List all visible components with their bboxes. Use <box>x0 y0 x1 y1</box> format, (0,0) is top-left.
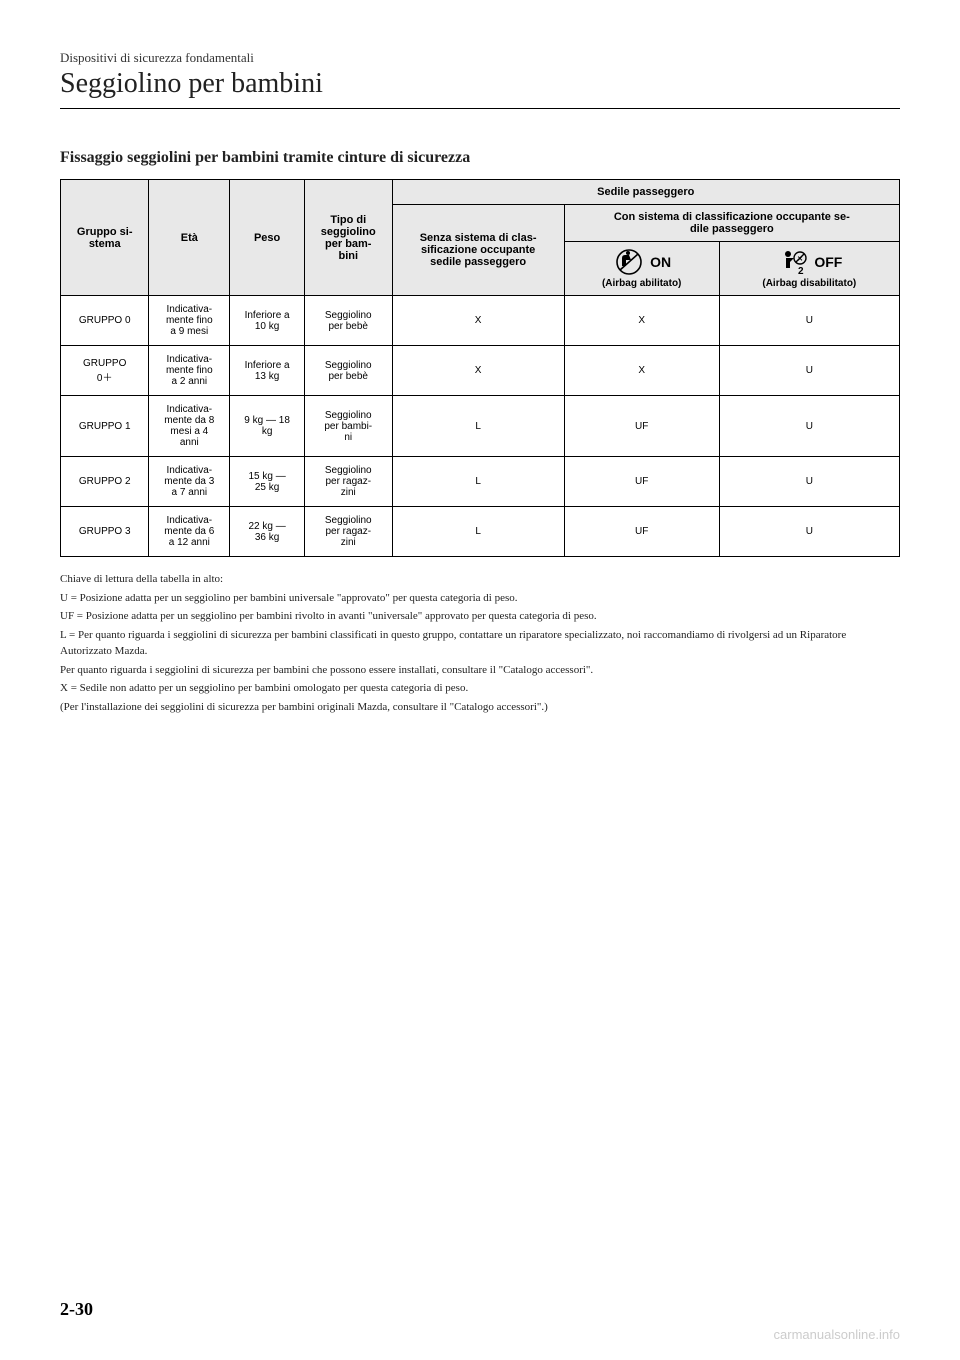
airbag-off-icon: ✕ 2 <box>776 248 810 276</box>
legend-uf: UF = Posizione adatta per un seggiolino … <box>60 608 900 625</box>
airbag-off-label: (Airbag disabilitato) <box>762 278 856 289</box>
cell-group: GRUPPO 3 <box>61 507 149 557</box>
th-with-class: Con sistema di classificazione occupante… <box>564 205 899 242</box>
table-row: GRUPPO 0Indicativa- mente fino a 9 mesiI… <box>61 296 900 346</box>
cell-seatType: Seggiolino per ragaz- zini <box>304 507 392 557</box>
table-legend: Chiave di lettura della tabella in alto:… <box>60 571 900 715</box>
category-label: Dispositivi di sicurezza fondamentali <box>60 50 900 66</box>
table-row: GRUPPO 1Indicativa- mente da 8 mesi a 4 … <box>61 396 900 457</box>
cell-group: GRUPPO 0＋ <box>61 346 149 396</box>
watermark: carmanualsonline.info <box>774 1327 900 1342</box>
cell-age: Indicativa- mente fino a 2 anni <box>149 346 230 396</box>
seat-compatibility-table: Gruppo si- stema Età Peso Tipo di seggio… <box>60 179 900 557</box>
cell-noClass: L <box>392 507 564 557</box>
page-title: Seggiolino per bambini <box>60 68 900 100</box>
page-number: 2-30 <box>60 1299 93 1320</box>
th-weight: Peso <box>230 180 305 296</box>
cell-age: Indicativa- mente da 3 a 7 anni <box>149 457 230 507</box>
th-airbag-off: ✕ 2 OFF (Airbag disabilitato) <box>719 242 899 296</box>
header-divider <box>60 108 900 109</box>
legend-u: U = Posizione adatta per un seggiolino p… <box>60 590 900 607</box>
cell-weight: Inferiore a 10 kg <box>230 296 305 346</box>
cell-seatType: Seggiolino per bambi- ni <box>304 396 392 457</box>
th-no-class: Senza sistema di clas- sificazione occup… <box>392 205 564 296</box>
page-header: Dispositivi di sicurezza fondamentali Se… <box>60 50 900 100</box>
th-passenger-seat: Sedile passeggero <box>392 180 899 205</box>
cell-on: UF <box>564 396 719 457</box>
cell-weight: 9 kg — 18 kg <box>230 396 305 457</box>
cell-off: U <box>719 296 899 346</box>
off-label: OFF <box>814 254 842 270</box>
cell-noClass: L <box>392 457 564 507</box>
cell-age: Indicativa- mente da 6 a 12 anni <box>149 507 230 557</box>
legend-l1: L = Per quanto riguarda i seggiolini di … <box>60 627 900 660</box>
table-row: GRUPPO 2Indicativa- mente da 3 a 7 anni1… <box>61 457 900 507</box>
cell-off: U <box>719 396 899 457</box>
cell-group: GRUPPO 2 <box>61 457 149 507</box>
cell-group: GRUPPO 0 <box>61 296 149 346</box>
cell-weight: 22 kg — 36 kg <box>230 507 305 557</box>
th-seat-type: Tipo di seggiolino per bam- bini <box>304 180 392 296</box>
cell-off: U <box>719 346 899 396</box>
cell-seatType: Seggiolino per bebè <box>304 346 392 396</box>
cell-on: X <box>564 346 719 396</box>
cell-on: UF <box>564 507 719 557</box>
svg-text:2: 2 <box>798 266 804 276</box>
legend-intro: Chiave di lettura della tabella in alto: <box>60 571 900 588</box>
cell-weight: 15 kg — 25 kg <box>230 457 305 507</box>
svg-text:✕: ✕ <box>797 256 803 263</box>
cell-group: GRUPPO 1 <box>61 396 149 457</box>
cell-age: Indicativa- mente da 8 mesi a 4 anni <box>149 396 230 457</box>
cell-age: Indicativa- mente fino a 9 mesi <box>149 296 230 346</box>
th-age: Età <box>149 180 230 296</box>
table-row: GRUPPO 0＋Indicativa- mente fino a 2 anni… <box>61 346 900 396</box>
cell-on: UF <box>564 457 719 507</box>
cell-seatType: Seggiolino per ragaz- zini <box>304 457 392 507</box>
th-airbag-on: ON (Airbag abilitato) <box>564 242 719 296</box>
airbag-on-label: (Airbag abilitato) <box>602 278 681 289</box>
cell-noClass: L <box>392 396 564 457</box>
cell-weight: Inferiore a 13 kg <box>230 346 305 396</box>
legend-x: X = Sedile non adatto per un seggiolino … <box>60 680 900 697</box>
section-subtitle: Fissaggio seggiolini per bambini tramite… <box>60 149 900 167</box>
child-seat-icon <box>612 248 646 276</box>
on-label: ON <box>650 254 671 270</box>
th-group: Gruppo si- stema <box>61 180 149 296</box>
legend-note: (Per l'installazione dei seggiolini di s… <box>60 699 900 716</box>
cell-off: U <box>719 457 899 507</box>
cell-seatType: Seggiolino per bebè <box>304 296 392 346</box>
cell-off: U <box>719 507 899 557</box>
cell-on: X <box>564 296 719 346</box>
cell-noClass: X <box>392 346 564 396</box>
legend-l2: Per quanto riguarda i seggiolini di sicu… <box>60 662 900 679</box>
table-row: GRUPPO 3Indicativa- mente da 6 a 12 anni… <box>61 507 900 557</box>
cell-noClass: X <box>392 296 564 346</box>
